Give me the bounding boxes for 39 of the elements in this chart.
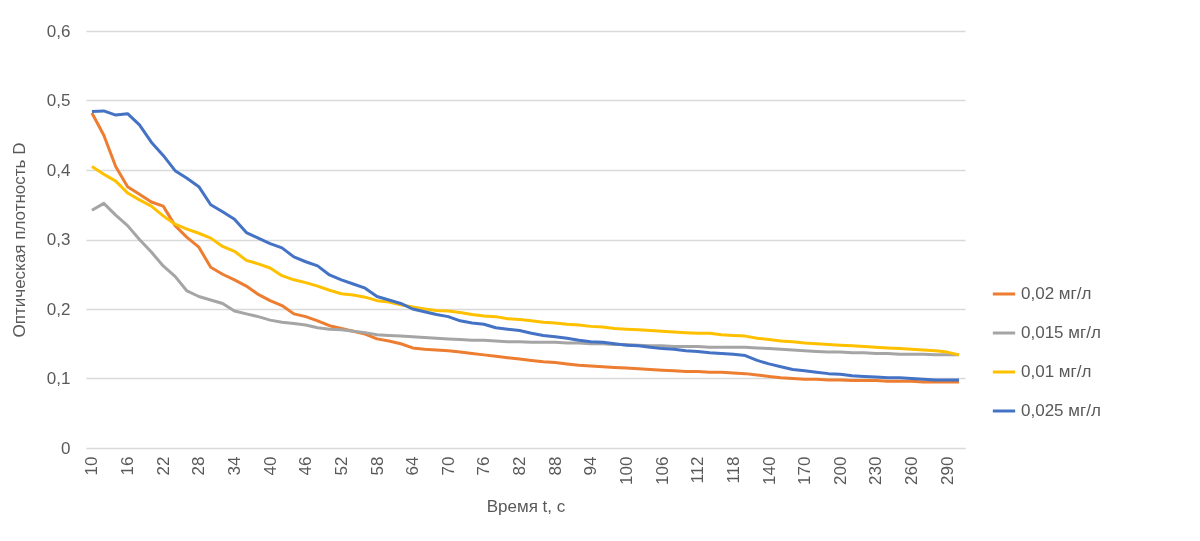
y-tick-label: 0,2 — [46, 299, 71, 319]
x-tick-label: 22 — [153, 456, 173, 476]
y-tick-label: 0 — [61, 438, 71, 458]
legend-label: 0,02 мг/л — [1021, 284, 1092, 303]
x-tick-label: 16 — [118, 456, 138, 476]
x-tick-label: 82 — [510, 456, 530, 476]
legend-label: 0,025 мг/л — [1021, 401, 1101, 420]
x-tick-label: 40 — [260, 456, 280, 476]
x-tick-label: 52 — [331, 456, 351, 476]
y-tick-label: 0,4 — [46, 160, 71, 180]
x-tick-label: 100 — [616, 456, 636, 485]
y-tick-label: 0,3 — [46, 230, 71, 249]
x-tick-label: 94 — [581, 456, 601, 476]
y-tick-label: 0,6 — [46, 21, 71, 41]
x-tick-label: 88 — [545, 456, 565, 476]
x-tick-label: 140 — [759, 456, 779, 485]
x-tick-label: 106 — [652, 456, 672, 485]
x-tick-label: 46 — [296, 456, 316, 476]
legend-label: 0,015 мг/л — [1021, 323, 1101, 342]
x-tick-label: 28 — [189, 456, 209, 476]
x-tick-label: 58 — [367, 456, 387, 476]
line-series — [90, 165, 961, 357]
x-tick-label: 230 — [866, 456, 886, 485]
x-tick-label: 10 — [82, 456, 102, 476]
y-tick-label: 0,5 — [46, 91, 71, 110]
x-tick-label: 200 — [830, 456, 850, 485]
x-tick-label: 170 — [795, 456, 815, 485]
x-axis-title: Время t, с — [486, 496, 566, 516]
y-tick-label: 0,1 — [46, 369, 71, 388]
legend-label: 0,01 мг/л — [1021, 362, 1092, 381]
x-tick-label: 76 — [474, 456, 494, 476]
x-tick-label: 112 — [688, 456, 708, 484]
y-axis-title: Оптическая плотность D — [9, 142, 29, 338]
x-tick-label: 290 — [937, 456, 957, 485]
x-tick-label: 260 — [902, 456, 922, 485]
x-tick-label: 64 — [403, 456, 423, 476]
x-tick-label: 34 — [224, 456, 244, 476]
x-tick-label: 118 — [723, 456, 743, 484]
x-tick-label: 70 — [438, 456, 458, 476]
